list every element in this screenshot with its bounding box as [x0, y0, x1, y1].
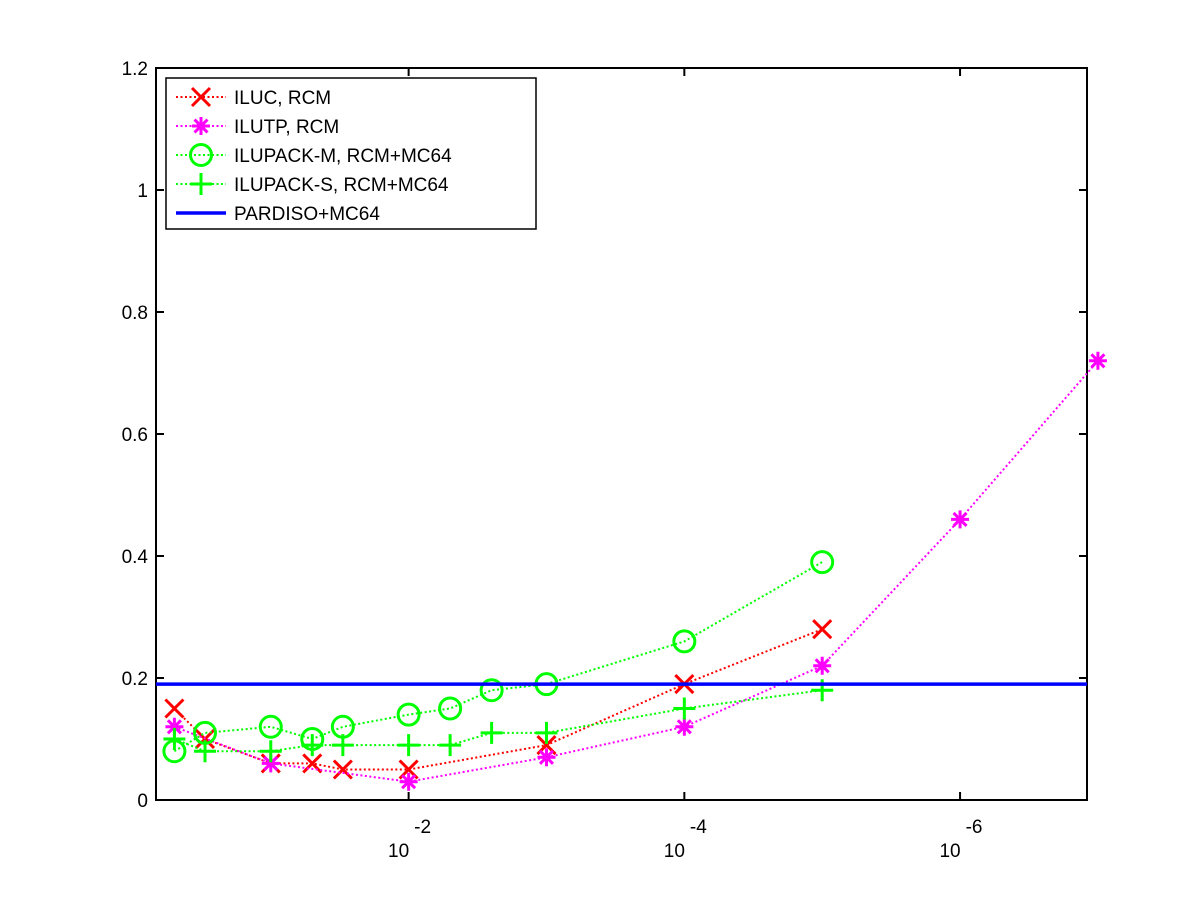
x-axis: 10-210-410-6	[388, 68, 983, 862]
y-tick-label: 0.4	[122, 547, 149, 568]
x-tick-label-exponent: -2	[414, 817, 431, 838]
y-tick-label: 0.6	[122, 425, 148, 446]
data-point-plus-marker	[673, 697, 696, 720]
data-point-asterisk-marker	[1088, 351, 1107, 370]
data-point-plus-marker	[480, 721, 503, 744]
data-point-asterisk-marker	[261, 754, 280, 773]
data-point-circle-marker	[396, 702, 421, 727]
series-line	[174, 689, 823, 753]
legend-label: ILUC, RCM	[234, 88, 331, 109]
data-point-circle-marker	[438, 696, 463, 721]
legend-label: ILUPACK-S, RCM+MC64	[234, 175, 449, 196]
legend-item: ILUPACK-S, RCM+MC64	[176, 173, 449, 196]
series-line	[174, 360, 1099, 783]
data-point-circle-marker	[479, 678, 504, 703]
data-point-asterisk-marker	[399, 772, 418, 791]
data-point-plus-marker	[301, 734, 324, 757]
legend-box	[165, 77, 537, 230]
legend-label: ILUPACK-M, RCM+MC64	[234, 146, 452, 167]
data-point-asterisk-marker	[675, 717, 694, 736]
x-tick-label-base: 10	[939, 841, 960, 862]
data-point-plus-marker	[259, 740, 282, 763]
data-point-plus-marker	[439, 734, 462, 757]
series-layer	[156, 351, 1107, 791]
legend-item: ILUTP, RCM	[176, 117, 339, 138]
y-tick-label: 0	[137, 791, 148, 812]
data-point-plus-marker	[535, 721, 558, 744]
series-1	[165, 351, 1107, 791]
y-tick-label: 0.8	[122, 303, 148, 324]
data-point-asterisk-marker	[165, 717, 184, 736]
data-point-x-marker	[164, 698, 185, 719]
data-point-asterisk-marker	[813, 656, 832, 675]
data-point-circle-marker	[189, 143, 213, 167]
data-point-x-marker	[302, 753, 323, 774]
data-point-x-marker	[190, 86, 212, 108]
data-point-plus-marker	[331, 734, 354, 757]
legend-label: PARDISO+MC64	[234, 204, 380, 225]
data-point-asterisk-marker	[537, 748, 556, 767]
legend-label: ILUTP, RCM	[234, 117, 339, 138]
y-axis: 0 0.2 0.4 0.6 0.8 1 1.2	[122, 59, 1087, 812]
data-point-plus-marker	[193, 740, 216, 763]
legend-item: PARDISO+MC64	[176, 204, 380, 225]
y-tick-label: 1	[137, 181, 148, 202]
data-point-asterisk-marker	[192, 117, 210, 135]
data-point-plus-marker	[190, 173, 212, 195]
legend: ILUC, RCM ILUTP, RCM ILUPACK-M, RCM+MC64 IL…	[165, 77, 537, 230]
x-tick-label-exponent: -6	[966, 817, 983, 838]
data-point-circle-marker	[672, 629, 697, 654]
x-tick-label-base: 10	[388, 841, 409, 862]
x-tick-label-base: 10	[664, 841, 685, 862]
y-tick-label: 0.2	[122, 669, 148, 690]
data-point-plus-marker	[163, 728, 186, 750]
data-point-circle-marker	[810, 550, 835, 575]
data-point-circle-marker	[258, 714, 283, 739]
data-point-plus-marker	[397, 734, 420, 757]
y-tick-label: 1.2	[122, 59, 148, 80]
data-point-x-marker	[812, 619, 833, 640]
series-line	[173, 561, 823, 753]
x-tick-label-exponent: -4	[690, 817, 707, 838]
legend-item: ILUC, RCM	[176, 86, 331, 109]
series-3	[163, 679, 834, 763]
data-point-asterisk-marker	[951, 510, 970, 529]
legend-item: ILUPACK-M, RCM+MC64	[176, 143, 452, 167]
data-point-x-marker	[332, 759, 353, 780]
